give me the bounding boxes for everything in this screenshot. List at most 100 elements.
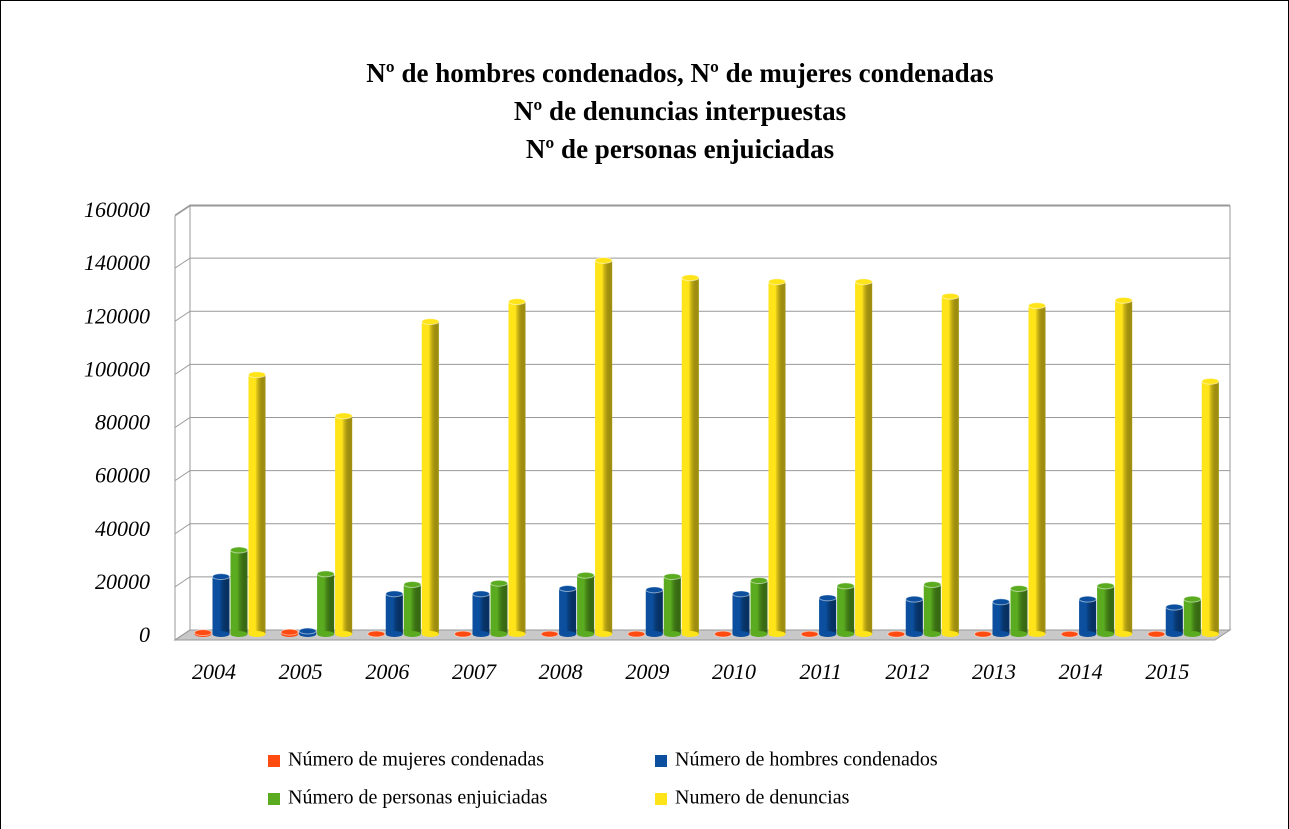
bar bbox=[334, 412, 353, 637]
bar bbox=[732, 590, 750, 637]
bar-shade bbox=[819, 597, 837, 634]
bar-shade bbox=[508, 301, 526, 634]
bar-shade bbox=[855, 281, 873, 634]
bar bbox=[248, 371, 266, 637]
bar bbox=[212, 573, 230, 637]
y-tick-label: 20000 bbox=[95, 569, 150, 594]
bar-base bbox=[212, 631, 230, 637]
bar-shade bbox=[1079, 599, 1097, 634]
bar bbox=[558, 585, 577, 637]
bar-base bbox=[855, 631, 873, 637]
bar-base bbox=[1010, 631, 1028, 637]
bar bbox=[421, 318, 440, 637]
bar-shade bbox=[750, 580, 768, 634]
bar-cap bbox=[818, 594, 837, 602]
grid-line bbox=[174, 417, 1230, 428]
bar-cap bbox=[992, 598, 1010, 606]
x-tick-label: 2005 bbox=[279, 659, 323, 684]
bar-cap bbox=[1028, 302, 1046, 310]
bar-shade bbox=[595, 260, 613, 634]
bar bbox=[681, 274, 700, 637]
bar-base bbox=[248, 631, 266, 637]
bar bbox=[663, 573, 682, 637]
grid-line bbox=[174, 363, 1230, 375]
bar-cap bbox=[663, 573, 682, 581]
bar bbox=[1028, 302, 1046, 637]
bar-shade bbox=[1010, 588, 1028, 634]
bar-shade bbox=[732, 593, 750, 634]
bar-cap bbox=[1165, 603, 1184, 611]
bar-cap bbox=[714, 630, 732, 638]
x-tick-label: 2009 bbox=[625, 659, 669, 684]
bar-cap bbox=[836, 582, 855, 590]
bar bbox=[1078, 595, 1097, 637]
bar-base bbox=[421, 631, 439, 637]
bar bbox=[768, 278, 786, 637]
bar-cap bbox=[887, 630, 906, 638]
bar bbox=[836, 582, 855, 637]
bar bbox=[992, 598, 1010, 637]
grid-line bbox=[174, 204, 1230, 216]
bar-base bbox=[1079, 631, 1097, 637]
bar bbox=[454, 630, 472, 638]
bar-cap bbox=[576, 571, 595, 579]
bar-cap bbox=[645, 586, 664, 594]
bar bbox=[1010, 585, 1028, 637]
bar-cap bbox=[768, 278, 786, 286]
bar bbox=[540, 630, 559, 638]
bar bbox=[1147, 630, 1166, 638]
bar-shade bbox=[768, 281, 786, 634]
bar-shade bbox=[335, 415, 353, 634]
bar-base bbox=[317, 631, 335, 637]
x-tick-label: 2007 bbox=[452, 659, 497, 684]
bar-cap bbox=[905, 595, 924, 603]
y-tick-label: 160000 bbox=[84, 197, 150, 222]
bar-cap bbox=[490, 579, 508, 587]
bar-cap bbox=[298, 627, 317, 635]
bar-cap bbox=[316, 570, 335, 578]
x-tick-label: 2008 bbox=[539, 659, 583, 684]
bar-base bbox=[1165, 631, 1183, 637]
bar-cap bbox=[1060, 630, 1079, 638]
bar bbox=[905, 595, 924, 637]
bar bbox=[1114, 296, 1133, 637]
bar bbox=[1096, 582, 1115, 637]
x-tick-label: 2011 bbox=[799, 659, 841, 684]
bar bbox=[818, 594, 837, 637]
bar bbox=[645, 586, 664, 637]
bar-shade bbox=[1028, 305, 1046, 634]
bar-cap bbox=[454, 630, 472, 638]
grid-line bbox=[174, 310, 1230, 322]
bar-cap bbox=[1147, 630, 1166, 638]
y-tick-label: 60000 bbox=[95, 463, 150, 488]
bar-base bbox=[472, 631, 490, 637]
x-tick-label: 2013 bbox=[972, 659, 1016, 684]
bar-base bbox=[645, 631, 663, 637]
bar-shade bbox=[230, 550, 248, 634]
bar-base bbox=[681, 631, 699, 637]
bar-cap bbox=[1201, 377, 1220, 385]
bar-base bbox=[1028, 631, 1046, 637]
y-tick-label: 80000 bbox=[95, 410, 150, 435]
bar-cap bbox=[854, 278, 873, 286]
bar-shade bbox=[1165, 607, 1183, 634]
bar-cap bbox=[280, 628, 299, 636]
bar bbox=[280, 628, 299, 637]
legend-label: Numero de denuncias bbox=[675, 787, 850, 809]
chart-title: Nº de hombres condenados, Nº de mujeres … bbox=[366, 58, 993, 88]
bar bbox=[403, 581, 422, 637]
bar-shade bbox=[645, 589, 663, 634]
bar bbox=[385, 590, 404, 637]
bar-base bbox=[508, 631, 526, 637]
grid-line bbox=[174, 523, 1230, 535]
bar-shade bbox=[1115, 300, 1133, 634]
bar-base bbox=[923, 631, 941, 637]
bar-base bbox=[1115, 631, 1133, 637]
bar-base bbox=[905, 631, 923, 637]
bar-cap bbox=[1078, 595, 1097, 603]
bar-shade bbox=[248, 374, 266, 634]
bar-cap bbox=[334, 412, 353, 420]
x-tick-label: 2006 bbox=[365, 659, 409, 684]
bar bbox=[974, 630, 992, 638]
bar-base bbox=[663, 631, 681, 637]
